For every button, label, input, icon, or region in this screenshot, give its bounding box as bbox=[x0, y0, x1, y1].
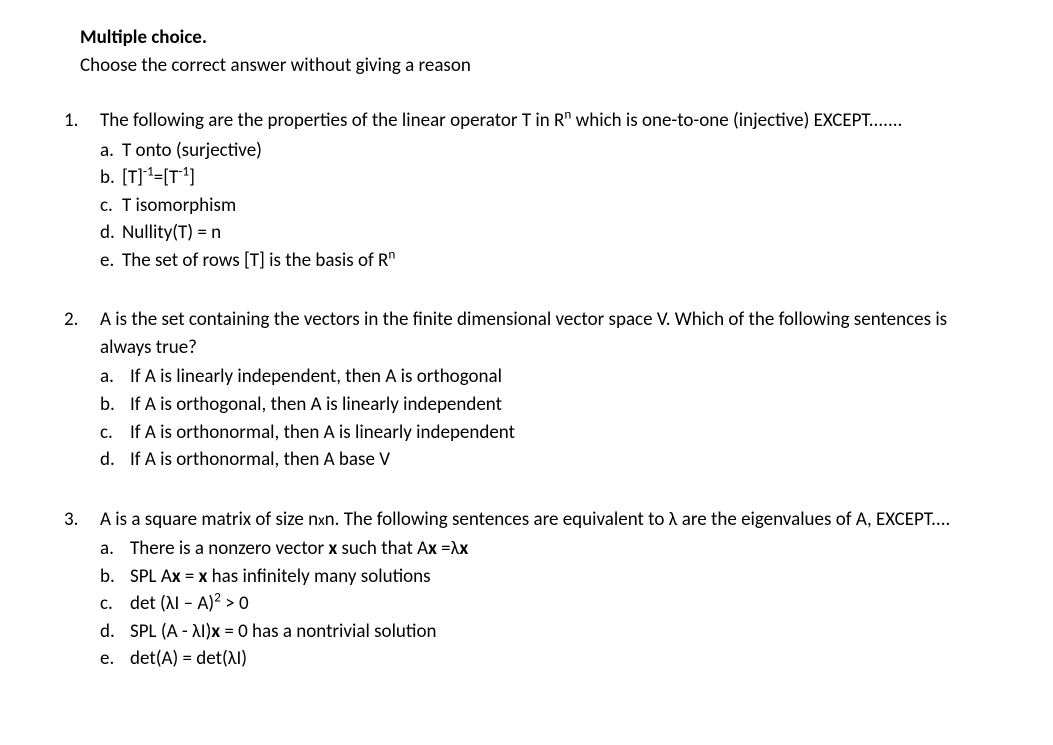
option-text: The set of rows [T] is the basis of Rn bbox=[122, 247, 993, 275]
option-text: If A is orthonormal, then A is linearly … bbox=[130, 419, 993, 447]
option: d.Nullity(T) = n bbox=[100, 219, 993, 247]
option-letter: e. bbox=[100, 247, 122, 275]
option-text: If A is linearly independent, then A is … bbox=[130, 363, 993, 391]
option: c.det (λI – A)2 > 0 bbox=[100, 590, 993, 618]
option-text: If A is orthogonal, then A is linearly i… bbox=[130, 391, 993, 419]
option-letter: d. bbox=[100, 219, 122, 247]
options-list: a.T onto (surjective)b.[T]-1=[T-1]c.T is… bbox=[100, 137, 993, 275]
option-text: det (λI – A)2 > 0 bbox=[130, 590, 993, 618]
question-number: 3. bbox=[60, 506, 100, 673]
question-number: 2. bbox=[60, 306, 100, 473]
option: c.T isomorphism bbox=[100, 192, 993, 220]
option-letter: c. bbox=[100, 590, 130, 618]
option-text: T isomorphism bbox=[122, 192, 993, 220]
option: a.If A is linearly independent, then A i… bbox=[100, 363, 993, 391]
questions-container: 1.The following are the properties of th… bbox=[60, 107, 993, 673]
question: 1.The following are the properties of th… bbox=[60, 107, 993, 274]
option-letter: e. bbox=[100, 645, 130, 673]
option-text: SPL (A - λI)x = 0 has a nontrivial solut… bbox=[130, 618, 993, 646]
header-title: Multiple choice. bbox=[80, 24, 993, 52]
option: d.If A is orthonormal, then A base V bbox=[100, 446, 993, 474]
option-letter: a. bbox=[100, 535, 130, 563]
question-stem: A is the set containing the vectors in t… bbox=[100, 306, 993, 361]
options-list: a.There is a nonzero vector x such that … bbox=[100, 535, 993, 673]
option-letter: a. bbox=[100, 137, 122, 165]
option: c.If A is orthonormal, then A is linearl… bbox=[100, 419, 993, 447]
question-stem: A is a square matrix of size nxn. The fo… bbox=[100, 506, 993, 534]
option: b.If A is orthogonal, then A is linearly… bbox=[100, 391, 993, 419]
option-letter: c. bbox=[100, 192, 122, 220]
question-body: A is a square matrix of size nxn. The fo… bbox=[100, 506, 993, 673]
option-text: SPL Ax = x has infinitely many solutions bbox=[130, 563, 993, 591]
option-letter: a. bbox=[100, 363, 130, 391]
option-text: Nullity(T) = n bbox=[122, 219, 993, 247]
question: 2.A is the set containing the vectors in… bbox=[60, 306, 993, 473]
option: b.SPL Ax = x has infinitely many solutio… bbox=[100, 563, 993, 591]
option: a.T onto (surjective) bbox=[100, 137, 993, 165]
option-letter: b. bbox=[100, 164, 122, 192]
header-subtitle: Choose the correct answer without giving… bbox=[80, 52, 993, 80]
option: e.det(A) = det(λI) bbox=[100, 645, 993, 673]
option-letter: d. bbox=[100, 446, 130, 474]
question-body: A is the set containing the vectors in t… bbox=[100, 306, 993, 473]
option-text: There is a nonzero vector x such that Ax… bbox=[130, 535, 993, 563]
document-header: Multiple choice. Choose the correct answ… bbox=[80, 24, 993, 79]
option: b.[T]-1=[T-1] bbox=[100, 164, 993, 192]
option: e.The set of rows [T] is the basis of Rn bbox=[100, 247, 993, 275]
question-number: 1. bbox=[60, 107, 100, 274]
option-text: [T]-1=[T-1] bbox=[122, 164, 993, 192]
option-letter: b. bbox=[100, 391, 130, 419]
question-stem: The following are the properties of the … bbox=[100, 107, 993, 135]
option-letter: b. bbox=[100, 563, 130, 591]
question: 3.A is a square matrix of size nxn. The … bbox=[60, 506, 993, 673]
option-text: det(A) = det(λI) bbox=[130, 645, 993, 673]
option-text: T onto (surjective) bbox=[122, 137, 993, 165]
options-list: a.If A is linearly independent, then A i… bbox=[100, 363, 993, 473]
option-text: If A is orthonormal, then A base V bbox=[130, 446, 993, 474]
option-letter: c. bbox=[100, 419, 130, 447]
option: d.SPL (A - λI)x = 0 has a nontrivial sol… bbox=[100, 618, 993, 646]
option: a.There is a nonzero vector x such that … bbox=[100, 535, 993, 563]
option-letter: d. bbox=[100, 618, 130, 646]
question-body: The following are the properties of the … bbox=[100, 107, 993, 274]
